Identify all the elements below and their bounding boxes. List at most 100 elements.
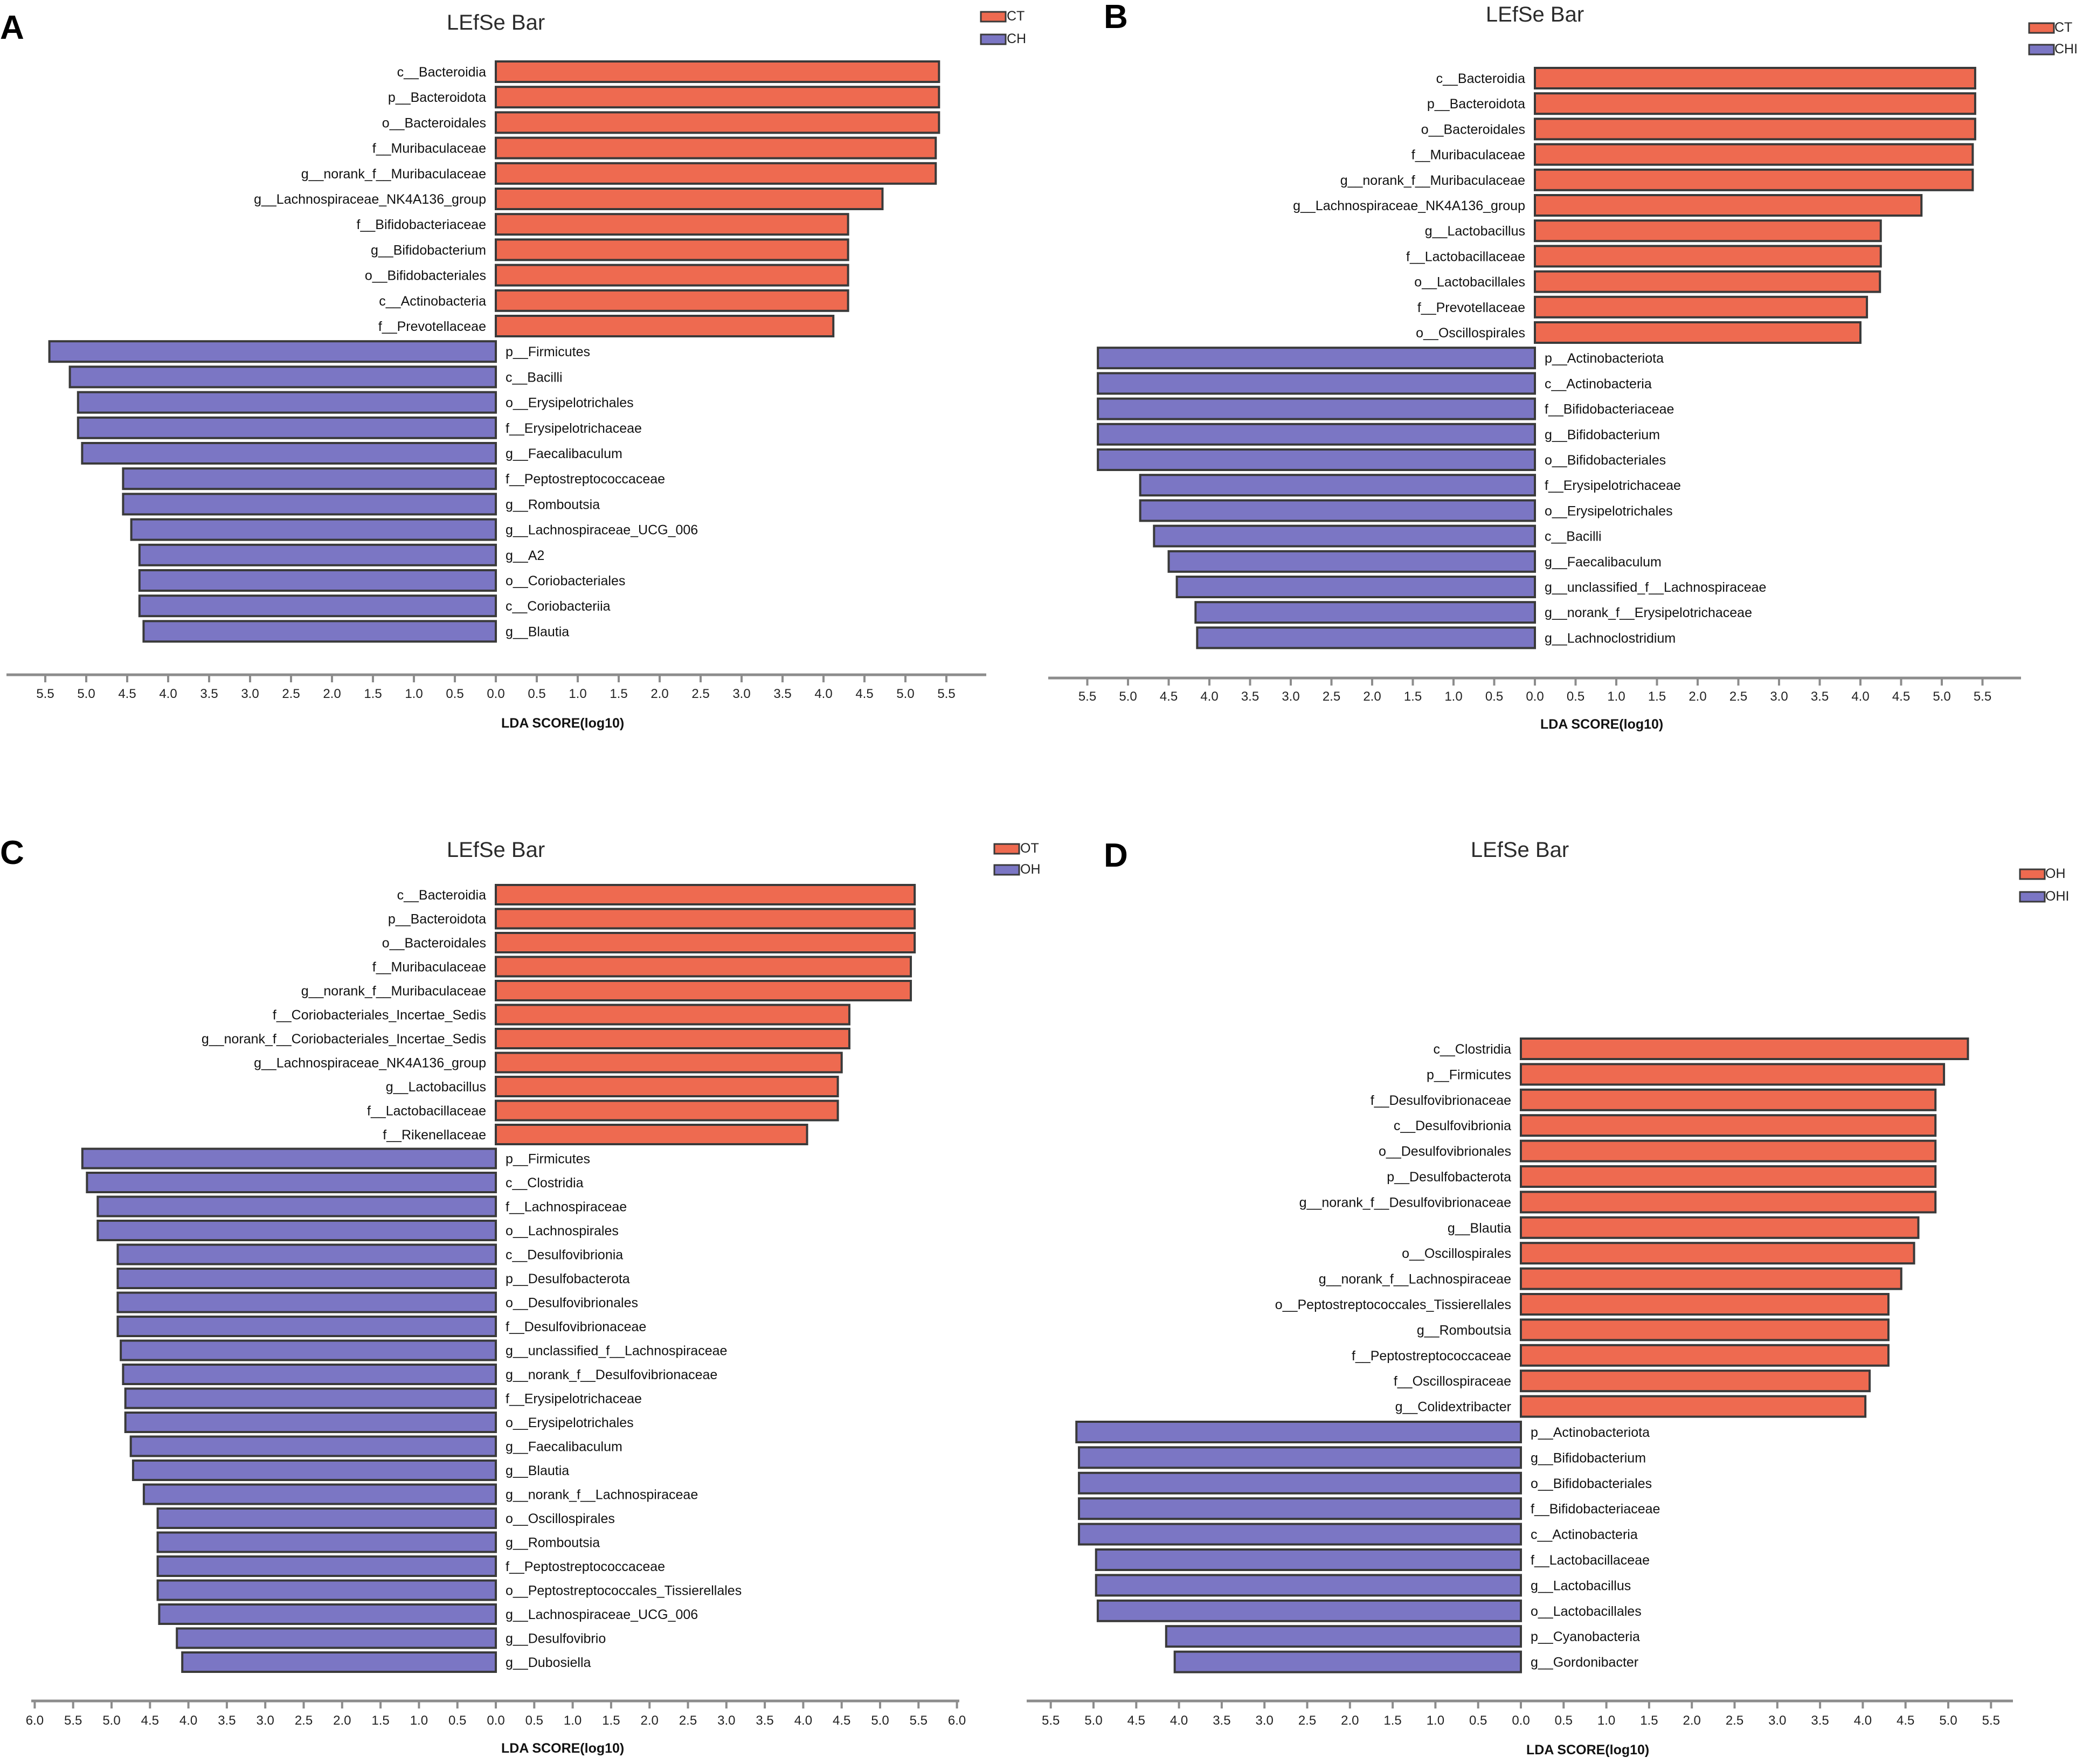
x-tick-label: 3.0 <box>717 1713 735 1728</box>
bar-oh <box>129 1435 497 1457</box>
x-tick-label: 3.0 <box>257 1713 274 1728</box>
bar-label: p__Cyanobacteria <box>1531 1629 1640 1644</box>
bar-label: o__Desulfovibrionales <box>1379 1144 1511 1159</box>
bar-chi <box>1153 524 1537 548</box>
bar-oh <box>181 1651 497 1673</box>
bar-oh <box>96 1195 497 1217</box>
x-tick-label: 3.5 <box>200 687 218 701</box>
bar-ot <box>495 1076 839 1097</box>
x-tick-label: 5.0 <box>896 687 914 701</box>
panel-letter: D <box>1104 837 1128 874</box>
bar-ohi <box>1078 1446 1522 1469</box>
bar-ct <box>495 136 937 160</box>
bar-ot <box>495 1124 808 1145</box>
bar-label: o__Bacteroidales <box>1421 122 1525 137</box>
x-tick-label: 0.5 <box>1555 1713 1573 1728</box>
x-tick-label: 1.0 <box>1444 689 1462 704</box>
bar-label: p__Bacteroidota <box>388 912 486 927</box>
bar-label: f__Peptostreptococcaceae <box>1352 1348 1511 1364</box>
x-axis-title: LDA SCORE(log10) <box>1540 717 1663 732</box>
bar-label: g__Romboutsia <box>506 1535 600 1551</box>
panel-d: D LEfSe Bar OH OHI c__Clostridia p__Firmicute… <box>1027 837 2069 1758</box>
bar-label: o__Oscillospirales <box>506 1511 615 1526</box>
bar-ct <box>495 162 937 185</box>
bar-label: g__norank_f__Muribaculaceae <box>1340 173 1525 188</box>
bar-ct <box>495 289 849 312</box>
x-tick-label: 1.5 <box>364 687 382 701</box>
bar-label: o__Oscillospirales <box>1402 1246 1511 1261</box>
bar-label: o__Bifidobacteriales <box>1531 1476 1652 1491</box>
bar-label: o__Bifidobacteriales <box>365 268 486 283</box>
bar-label: g__norank_f__Coriobacteriales_Incertae_S… <box>202 1032 486 1047</box>
x-tick-label: 4.5 <box>1897 1713 1914 1728</box>
legend: OH OHI <box>2019 866 2069 904</box>
panel-letter: B <box>1104 0 1128 36</box>
bar-label: f__Coriobacteriales_Incertae_Sedis <box>273 1008 486 1023</box>
x-tick-label: 2.5 <box>1726 1713 1743 1728</box>
bar-ot <box>495 1052 843 1074</box>
bar-label: g__norank_f__Muribaculaceae <box>301 984 486 999</box>
bar-oh <box>156 1555 497 1577</box>
x-tick-label: 2.5 <box>1729 689 1747 704</box>
bar-label: p__Bacteroidota <box>1427 96 1525 112</box>
bar-chi <box>1167 550 1536 573</box>
bar-label: o__Erysipelotrichales <box>506 1415 634 1430</box>
bar-ct <box>1534 92 1976 115</box>
bar-oh <box>81 1147 497 1170</box>
bar-ch <box>138 594 497 618</box>
bar-oh <box>1520 1395 1867 1418</box>
legend-label: CHI <box>2054 41 2078 57</box>
bar-ct <box>495 111 940 134</box>
chart-title: LEfSe Bar <box>447 838 545 862</box>
x-tick-label: 2.5 <box>679 1713 697 1728</box>
panel-letter: A <box>0 9 24 46</box>
bar-ot <box>495 1028 850 1049</box>
bar-oh <box>1520 1165 1937 1188</box>
bar-label: c__Desulfovibrionia <box>506 1248 623 1263</box>
x-tick-label: 3.5 <box>756 1713 773 1728</box>
legend: CT CHI <box>2028 20 2078 57</box>
x-tick-label: 1.0 <box>1427 1713 1444 1728</box>
bar-label: o__Peptostreptococcales_Tissierellales <box>506 1583 742 1599</box>
bar-label: c__Bacteroidia <box>397 888 486 903</box>
x-tick-label: 1.0 <box>1597 1713 1615 1728</box>
bar-ct <box>1534 168 1974 191</box>
bar-oh <box>1520 1037 1969 1060</box>
bar-label: g__Lachnospiraceae_NK4A136_group <box>254 192 486 207</box>
x-tick-label: 2.5 <box>691 687 709 701</box>
bar-label: g__Dubosiella <box>506 1655 591 1670</box>
x-tick-label: 2.5 <box>1323 689 1340 704</box>
bar-ct <box>495 188 884 210</box>
x-tick-label: 0.5 <box>1485 689 1503 704</box>
bar-ct <box>1534 245 1882 268</box>
bars: c__Clostridia p__Firmicutes f__Desulfovibr… <box>1075 1037 1969 1673</box>
legend-swatch-oh <box>2019 868 2046 880</box>
bar-chi <box>1139 474 1536 497</box>
x-tick-label: 1.0 <box>410 1713 428 1728</box>
x-tick-label: 2.5 <box>1298 1713 1316 1728</box>
chart-title: LEfSe Bar <box>447 11 545 34</box>
x-tick-label: 4.0 <box>794 1713 812 1728</box>
bar-label: o__Lactobacillales <box>1531 1604 1642 1619</box>
x-tick-label: 4.0 <box>179 1713 197 1728</box>
bar-oh <box>116 1291 497 1313</box>
bar-label: f__Peptostreptococcaceae <box>506 1559 665 1574</box>
bar-label: g__Bifidobacterium <box>371 243 486 258</box>
bar-oh <box>1520 1267 1902 1290</box>
bar-label: f__Bifidobacteriaceae <box>357 217 486 232</box>
bar-label: g__norank_f__Lachnospiraceae <box>1319 1272 1511 1287</box>
bar-label: o__Lactobacillales <box>1414 275 1525 290</box>
bar-ohi <box>1078 1497 1522 1520</box>
bar-label: g__Blautia <box>1448 1221 1511 1236</box>
x-tick-label: 4.5 <box>1160 689 1178 704</box>
x-tick-label: 3.0 <box>241 687 259 701</box>
bar-oh <box>1520 1344 1890 1367</box>
bar-label: g__Faecalibaculum <box>506 1440 622 1455</box>
legend-label: OT <box>1020 841 1039 856</box>
bar-label: p__Desulfobacterota <box>506 1271 630 1286</box>
x-tick-label: 3.5 <box>1811 1713 1829 1728</box>
bar-oh <box>1520 1114 1937 1137</box>
x-tick-label: 4.5 <box>141 1713 159 1728</box>
bar-oh <box>1520 1216 1920 1239</box>
bar-label: c__Bacteroidia <box>1436 71 1525 86</box>
